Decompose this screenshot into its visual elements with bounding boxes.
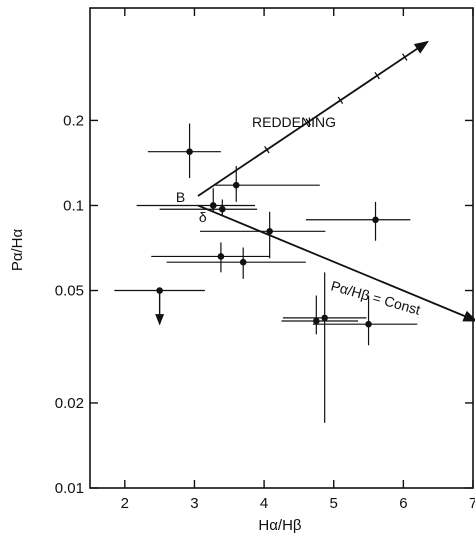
y-tick-label: 0.2 (63, 112, 84, 129)
reddening-tick (337, 96, 344, 105)
reddening-tick (264, 146, 270, 154)
data-point (321, 314, 328, 322)
reddening-tick (374, 71, 380, 80)
point-label: δ (199, 209, 207, 225)
data-point (186, 148, 193, 156)
data-points (156, 148, 379, 328)
x-tick-label: 5 (330, 495, 338, 512)
data-point (219, 205, 226, 213)
reddening-label: REDDENING (252, 114, 336, 130)
data-point (266, 228, 273, 235)
data-point (313, 317, 320, 325)
y-tick-label: 0.05 (55, 283, 84, 300)
data-point (372, 216, 379, 224)
axes: 2 3 4 5 6 7 0.01 0.02 0.05 0.1 0.2 (55, 8, 475, 512)
y-tick-label: 0.1 (63, 197, 84, 214)
x-tick-label: 6 (399, 495, 407, 512)
x-tick-label: 2 (121, 495, 129, 512)
x-tick-label: 3 (190, 495, 198, 512)
upper-limit-point (156, 287, 163, 294)
data-point (239, 258, 247, 266)
x-axis-title: Hα/Hβ (258, 517, 302, 534)
data-point (365, 320, 372, 328)
data-point (209, 202, 217, 209)
point-label: B (176, 189, 185, 205)
y-axis-title: Pα/Hα (9, 229, 26, 272)
error-bars (114, 123, 418, 423)
y-tick-label: 0.01 (55, 480, 84, 497)
const-line-label: Pα/Hβ = Const (329, 277, 422, 317)
annotations: Bδ (176, 189, 207, 225)
plot-frame (89, 7, 474, 489)
reddening-tick (305, 118, 312, 126)
const-ratio-line (197, 204, 475, 322)
y-tick-label: 0.02 (55, 395, 84, 412)
x-tick-label: 7 (469, 495, 475, 512)
data-point (217, 253, 225, 260)
data-point (232, 181, 240, 189)
reddening-tick (401, 53, 408, 61)
x-tick-label: 4 (260, 495, 268, 512)
